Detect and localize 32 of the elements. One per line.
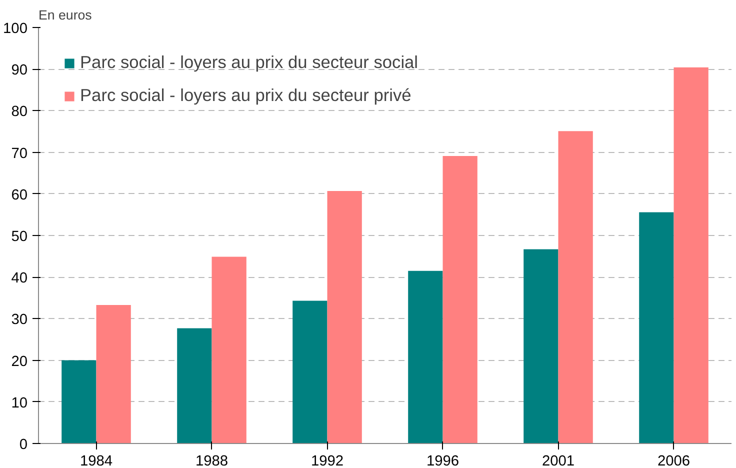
legend-label: Parc social - loyers au prix du secteur privé (80, 85, 412, 106)
bar (408, 270, 443, 444)
bar (442, 156, 478, 444)
y-tick-label: 30 (11, 312, 28, 328)
y-tick-label: 60 (11, 187, 28, 204)
bar (639, 212, 674, 444)
y-tick-label: 100 (3, 21, 28, 37)
bar (674, 67, 708, 444)
y-tick-label: 80 (11, 104, 28, 120)
y-tick-label: 0 (19, 437, 28, 453)
y-axis-title: En euros (38, 8, 92, 22)
bar (292, 300, 328, 444)
x-tick-label: 1996 (426, 454, 460, 468)
y-tick-label: 90 (11, 62, 28, 79)
bar (212, 256, 246, 444)
y-tick-label: 50 (11, 229, 28, 245)
x-tick-label: 2006 (657, 454, 690, 468)
legend-label: Parc social - loyers au prix du secteur social (80, 52, 418, 73)
x-tick-label: 1988 (195, 454, 228, 468)
y-tick-label: 40 (11, 270, 28, 287)
bar (96, 304, 131, 444)
x-tick-label: 1992 (310, 454, 344, 468)
y-tick-label: 20 (11, 354, 28, 370)
bar (327, 190, 362, 444)
bar (62, 360, 96, 444)
x-tick-label: 2001 (542, 454, 575, 468)
bar (177, 328, 212, 444)
y-tick-label: 10 (11, 395, 28, 412)
y-tick-label: 70 (11, 146, 28, 162)
bar (524, 249, 558, 444)
x-tick-label: 1984 (80, 454, 113, 468)
bar (558, 131, 593, 444)
